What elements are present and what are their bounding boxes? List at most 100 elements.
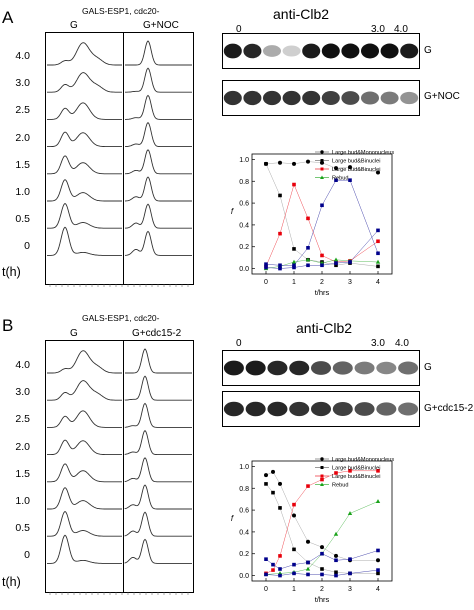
data-point: [375, 259, 381, 264]
data-point: [292, 571, 296, 576]
blot-row-label-g-b: G: [424, 362, 432, 373]
legend-label: Large bud&Binuclei: [332, 159, 381, 165]
blot-band: [354, 402, 375, 416]
histogram-trace-right: [124, 176, 192, 202]
blot-band: [341, 43, 360, 59]
data-point: [376, 170, 380, 175]
blot-band: [302, 90, 321, 106]
legend-label: Large bud&Binuclei: [332, 167, 381, 173]
data-point: [348, 260, 352, 264]
histogram-trace-left: [47, 439, 122, 456]
histogram-trace-left: [47, 226, 122, 256]
data-point: [334, 573, 338, 578]
histogram-frame-right: [123, 340, 194, 593]
data-point: [306, 560, 310, 565]
blot-band: [289, 360, 310, 376]
legend-label: Large bud&Binuclei: [332, 466, 381, 472]
data-point: [292, 547, 296, 552]
blot-band: [262, 45, 282, 57]
series-line: [265, 163, 379, 267]
histogram-frame-right: [123, 32, 194, 285]
y-tick-label: 0.2: [239, 551, 249, 558]
data-point: [306, 539, 310, 544]
blot-timepoint-4-a: 4.0: [394, 24, 408, 35]
histogram-trace-left: [47, 131, 122, 148]
histogram-trace-right: [124, 149, 192, 175]
blot-band: [243, 90, 262, 106]
y-tick-label: 0.2: [239, 244, 249, 251]
data-point: [333, 531, 339, 536]
time-axis-label-b: t(h): [2, 575, 21, 589]
data-point: [334, 558, 338, 563]
histogram-trace-right: [125, 67, 192, 93]
legend-marker: [320, 466, 324, 469]
data-point: [271, 490, 275, 495]
western-blot-g-a: [222, 33, 420, 69]
legend-label: Rebud: [332, 483, 348, 489]
x-tick-label: 0: [264, 586, 268, 593]
strain-label-b: GALS-ESP1, cdc20-: [82, 313, 160, 323]
blot-band: [302, 43, 321, 59]
blot-band: [223, 43, 242, 59]
column-label-g-b: G: [70, 328, 78, 339]
blot-band: [332, 361, 353, 375]
y-axis-label: f: [231, 207, 234, 216]
histogram-trace-left: [47, 72, 122, 93]
data-point: [320, 545, 324, 550]
data-point: [348, 165, 352, 170]
blot-band: [321, 91, 340, 105]
series-line: [265, 483, 378, 574]
time-label: 1.5: [15, 467, 30, 480]
blot-timepoint-3-a: 3.0: [371, 24, 385, 35]
blot-band: [310, 401, 332, 417]
histogram-trace-left: [47, 463, 122, 483]
histogram-trace-left: [47, 42, 122, 66]
data-point: [376, 571, 380, 576]
histogram-trace-left: [47, 350, 122, 374]
x-tick-label: 2: [320, 279, 324, 286]
histogram-trace-right: [125, 40, 192, 66]
column-label-g-a: G: [70, 20, 78, 31]
data-point: [348, 571, 352, 576]
data-point: [320, 567, 324, 571]
blot-timepoint-0-b: 0: [236, 338, 242, 349]
data-point: [376, 264, 380, 269]
x-axis-label: t/hrs: [315, 595, 330, 604]
legend-label: Rebud: [332, 176, 348, 182]
blot-band: [262, 90, 282, 106]
data-point: [291, 259, 297, 264]
blot-timepoint-3-b: 3.0: [371, 338, 385, 349]
data-point: [278, 266, 282, 271]
blot-band: [380, 43, 399, 59]
data-point: [306, 263, 310, 268]
y-tick-label: 0.4: [239, 222, 249, 229]
blot-band: [400, 43, 419, 59]
blot-band: [380, 91, 399, 105]
blot-timepoint-0-a: 0: [236, 24, 242, 35]
histogram-trace-right: [124, 511, 192, 537]
time-label: 0.5: [15, 522, 30, 535]
legend-marker: [320, 482, 324, 486]
histogram-trace-left: [47, 410, 122, 428]
data-point: [264, 162, 268, 166]
legend-marker: [320, 159, 324, 162]
blot-band: [223, 360, 244, 376]
data-point: [320, 477, 324, 482]
data-point: [292, 161, 296, 166]
data-point: [320, 253, 324, 258]
blot-band: [398, 361, 419, 375]
data-point: [306, 246, 310, 250]
data-point: [278, 567, 282, 571]
histogram-trace-right: [124, 203, 192, 229]
data-point: [376, 548, 380, 553]
data-point: [306, 484, 310, 488]
data-point: [278, 231, 282, 236]
time-label: 3.0: [15, 386, 30, 399]
time-label: 4.0: [15, 359, 30, 371]
series-line: [265, 230, 379, 269]
data-point: [278, 160, 282, 165]
data-point: [320, 203, 324, 208]
data-point: [264, 473, 268, 478]
series-line: [265, 179, 379, 266]
histogram-trace-right: [125, 121, 192, 148]
